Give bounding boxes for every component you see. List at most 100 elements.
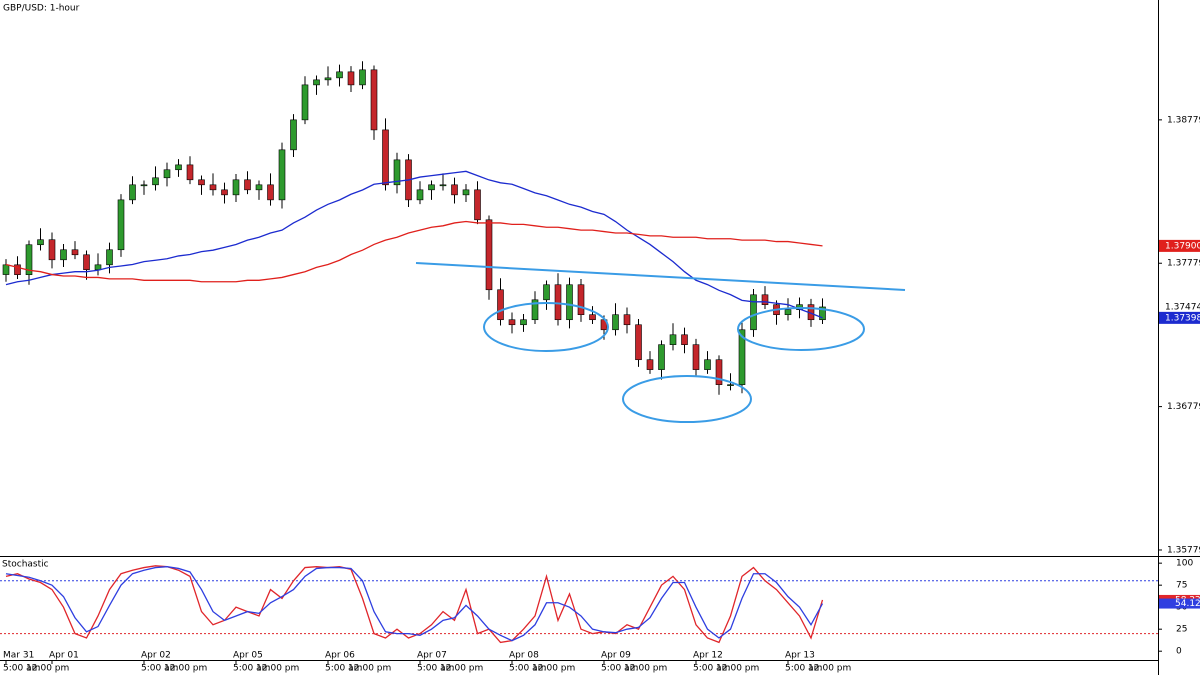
candle-body (255, 184, 263, 191)
candle-body (646, 359, 654, 370)
candle-body (566, 284, 573, 321)
candle-body (750, 294, 757, 331)
indicator-title: Stochastic (2, 560, 49, 570)
price-marker (1159, 300, 1200, 313)
x-time-label: 5:00 am (233, 664, 270, 674)
candle-body (129, 184, 136, 201)
candle-body (635, 324, 642, 361)
x-date-label: Apr 12 (693, 651, 723, 661)
y-tick-label: 25 (1176, 625, 1187, 635)
candle-body (485, 219, 493, 291)
x-time-label: 12:00 pm (256, 664, 299, 674)
y-tick-label: 75 (1176, 581, 1187, 591)
candle-body (106, 249, 113, 266)
candle-body (520, 319, 527, 326)
candle-body (301, 84, 309, 121)
y-tick-label: 1.37779 (1167, 259, 1200, 269)
right-shoulder (737, 307, 865, 351)
price-marker-label: 1.37900 (1165, 241, 1200, 251)
candle-body (715, 359, 723, 385)
y-tick-label: 1.35779 (1167, 545, 1200, 555)
candle-body (531, 299, 539, 321)
candle-body (94, 264, 102, 270)
x-time-label: 12:00 pm (808, 664, 851, 674)
candle-body (727, 384, 734, 386)
candle-body (451, 184, 458, 196)
x-date-label: Apr 06 (325, 651, 355, 661)
candle-body (474, 189, 481, 221)
x-date-label: Apr 05 (233, 651, 263, 661)
labels: 1.38779 1.37779 1.36779 1.35779 Mar 31 5:00 a… (3, 115, 1200, 674)
y-tick-label: 0 (1176, 647, 1182, 657)
indicator-line (5, 170, 823, 319)
y-tick-label: 100 (1176, 559, 1193, 569)
candle-body (60, 249, 67, 261)
x-date-label: Apr 09 (601, 651, 631, 661)
x-time-label: 5:00 am (325, 664, 362, 674)
indicator-line (5, 565, 824, 644)
candle-body (336, 71, 343, 79)
candle-body (37, 239, 44, 246)
x-time-label: 5:00 am (141, 664, 178, 674)
candle-body (221, 189, 228, 196)
candle-body (612, 314, 619, 331)
x-time-label: 12:00 pm (440, 664, 483, 674)
candle-body (508, 319, 516, 326)
candle-body (83, 254, 90, 270)
candle-body (359, 69, 366, 86)
candle-body (738, 329, 746, 385)
x-time-label: 12:00 pm (26, 664, 69, 674)
candle-body (819, 306, 826, 321)
candle-body (232, 179, 240, 196)
indicator-line (5, 566, 824, 642)
annotations (415, 262, 906, 423)
x-time-label: 5:00 am (785, 664, 822, 674)
candle-body (761, 294, 769, 305)
candle-body (140, 184, 148, 187)
neckline (415, 262, 906, 291)
candle-body (278, 149, 286, 201)
candle-body (497, 289, 504, 321)
head (622, 375, 752, 423)
x-date-label: Apr 02 (141, 651, 171, 661)
candle-body (784, 309, 792, 316)
candle-body (267, 184, 274, 201)
candle-body (198, 179, 205, 186)
candle-body (382, 129, 389, 186)
price-marker (1159, 239, 1200, 252)
x-time-label: 5:00 am (601, 664, 638, 674)
candle-body (347, 71, 355, 86)
x-time-label: 5:00 am (417, 664, 454, 674)
candle-body (71, 249, 79, 256)
candle-body (117, 199, 125, 251)
y-tick-label: 1.38779 (1167, 115, 1200, 125)
candle-body (163, 169, 171, 179)
x-time-label: 5:00 am (693, 664, 730, 674)
candle-body (681, 334, 688, 345)
x-date-label: Apr 01 (49, 651, 79, 661)
price-marker (1159, 311, 1200, 324)
x-time-label: 12:00 pm (532, 664, 575, 674)
candle-body (324, 77, 332, 81)
candle-body (462, 189, 470, 196)
value-marker-label: 54.12 (1175, 599, 1200, 609)
left-shoulder (483, 302, 609, 352)
candle-body (209, 184, 217, 191)
candle-body (577, 284, 585, 316)
value-marker (1159, 598, 1200, 609)
candle-body (244, 179, 251, 191)
candle-body (370, 69, 378, 131)
x-date-label: Mar 31 (3, 651, 34, 661)
candle-body (290, 119, 297, 151)
candle-body (554, 284, 562, 321)
candle-body (152, 177, 159, 186)
x-time-label: 5:00 am (509, 664, 546, 674)
x-date-label: Apr 07 (417, 651, 447, 661)
candle-body (393, 159, 401, 186)
candle-body (543, 284, 550, 301)
candle-body (658, 344, 665, 370)
title-box (0, 0, 96, 14)
indicator-box (0, 557, 41, 570)
